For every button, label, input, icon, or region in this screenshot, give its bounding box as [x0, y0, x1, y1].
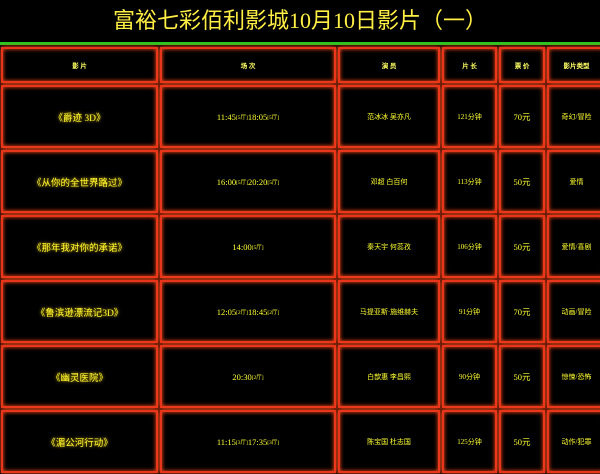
film-cell: 《那年我对你的承诺》 [1, 215, 158, 278]
hall: [5厅] [251, 244, 264, 251]
showtime: 18:45 [248, 306, 268, 317]
header-cell: 影 片 [1, 47, 158, 83]
hall: [5厅] [267, 114, 280, 121]
header-cell: 片 长 [442, 47, 497, 83]
showtime: 11:15 [216, 436, 236, 447]
film-cell: 《湄公河行动》 [1, 410, 158, 473]
hall: [2厅] [267, 309, 280, 316]
cast-cell: 陈宝国 杜志国 [338, 410, 440, 473]
genre-cell: 惊悚/恐怖 [547, 345, 600, 408]
showtime: 20:20 [248, 176, 268, 187]
price-cell: 50元 [499, 215, 545, 278]
showtime-cell: 11:15 [3厅] 17:35 [3厅] [160, 410, 336, 473]
hall: [2厅] [236, 309, 248, 316]
duration-cell: 125分钟 [442, 410, 497, 473]
price-cell: 50元 [499, 345, 545, 408]
duration-cell: 91分钟 [442, 280, 497, 343]
duration-cell: 113分钟 [442, 150, 497, 213]
divider [0, 42, 600, 45]
showtime-cell: 12:05 [2厅] 18:45 [2厅] [160, 280, 336, 343]
genre-cell: 动作/犯罪 [547, 410, 600, 473]
cast-cell: 白歆惠 李昌熙 [338, 345, 440, 408]
film-cell: 《从你的全世界路过》 [1, 150, 158, 213]
showtime: 11:45 [216, 111, 236, 122]
film-cell: 《幽灵医院》 [1, 345, 158, 408]
showtime-cell: 20:30 [2厅] [160, 345, 336, 408]
duration-cell: 121分钟 [442, 85, 497, 148]
showtime: 18:05 [247, 111, 268, 122]
showtime: 14:00 [232, 241, 252, 252]
showtime: 20:30 [232, 371, 252, 382]
price-cell: 50元 [499, 150, 545, 213]
title: 富裕七彩佰利影城10月10日影片（一） [112, 8, 487, 33]
duration-cell: 90分钟 [442, 345, 497, 408]
header-cell: 票 价 [499, 47, 545, 83]
hall: [3厅] [267, 439, 280, 446]
film-cell: 《爵迹 3D》 [1, 85, 158, 148]
genre-cell: 奇幻/冒险 [547, 85, 600, 148]
hall: [5厅] [267, 179, 280, 186]
duration-cell: 106分钟 [442, 215, 497, 278]
price-cell: 50元 [499, 410, 545, 473]
genre-cell: 动画/冒险 [547, 280, 600, 343]
hall: [2厅] [251, 374, 264, 381]
showtime: 17:35 [247, 436, 268, 447]
genre-cell: 爱情 [547, 150, 600, 213]
price-cell: 70元 [499, 85, 545, 148]
showtime-cell: 14:00 [5厅] [160, 215, 336, 278]
header-cell: 演 员 [338, 47, 440, 83]
showtime: 12:05 [216, 306, 237, 317]
showtime: 16:00 [216, 176, 237, 187]
film-cell: 《鲁滨逊漂流记3D》 [1, 280, 158, 343]
cast-cell: 范冰冰 吴亦凡 [338, 85, 440, 148]
hall: [5厅] [236, 179, 248, 186]
hall: [3厅] [235, 439, 248, 446]
cast-cell: 秦天宇 何蕊孜 [338, 215, 440, 278]
cast-cell: 马提亚斯·施维赫夫 [338, 280, 440, 343]
cast-cell: 邓超 白百何 [338, 150, 440, 213]
showtime-cell: 11:45 [5厅] 18:05 [5厅] [160, 85, 336, 148]
price-cell: 70元 [499, 280, 545, 343]
header-cell: 场 次 [160, 47, 336, 83]
schedule-table: 影 片场 次演 员片 长票 价影片类型 《爵迹 3D》 11:45 [5厅] 18:05… [1, 47, 600, 473]
genre-cell: 爱情/喜剧 [547, 215, 600, 278]
showtime-cell: 16:00 [5厅] 20:20 [5厅] [160, 150, 336, 213]
hall: [5厅] [235, 114, 248, 121]
header-cell: 影片类型 [547, 47, 600, 83]
